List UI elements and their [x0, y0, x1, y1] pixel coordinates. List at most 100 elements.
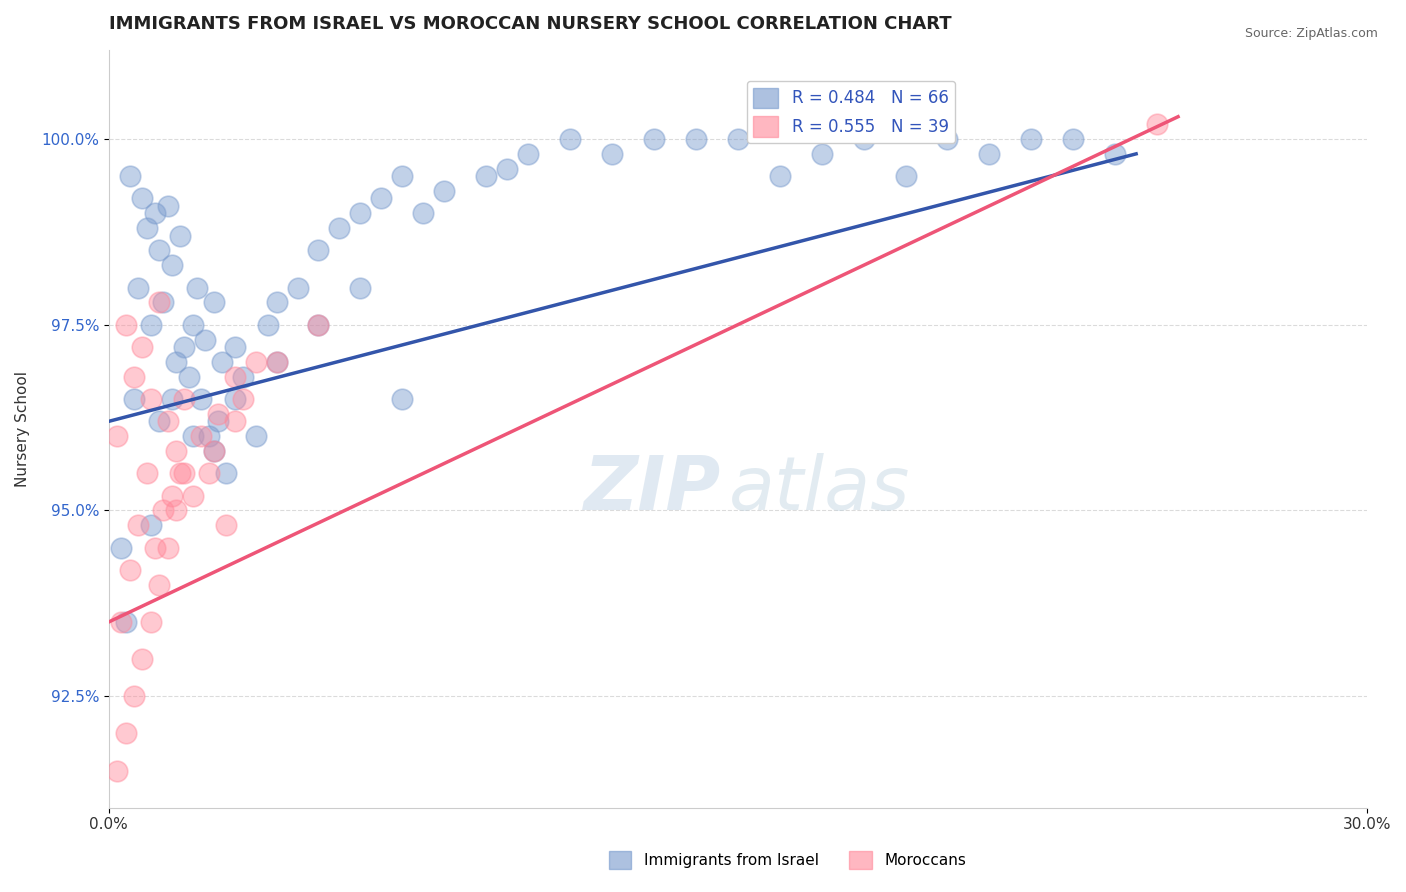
Y-axis label: Nursery School: Nursery School [15, 371, 30, 487]
Point [1021, 132, 1043, 146]
Point [177, 369, 200, 384]
Point [118, 563, 141, 577]
Point [152, 295, 174, 310]
Point [143, 541, 166, 555]
Point [224, 369, 246, 384]
Point [186, 280, 208, 294]
Point [181, 318, 204, 332]
Point [114, 615, 136, 629]
Point [202, 295, 225, 310]
Point [127, 518, 149, 533]
Point [181, 489, 204, 503]
Point [349, 206, 371, 220]
Point [148, 295, 170, 310]
Point [160, 489, 183, 503]
Point [1146, 117, 1168, 131]
Point [127, 280, 149, 294]
Point [131, 652, 153, 666]
Point [122, 369, 145, 384]
Text: IMMIGRANTS FROM ISRAEL VS MOROCCAN NURSERY SCHOOL CORRELATION CHART: IMMIGRANTS FROM ISRAEL VS MOROCCAN NURSE… [108, 15, 952, 33]
Point [224, 392, 246, 406]
Point [181, 429, 204, 443]
Point [1062, 132, 1084, 146]
Point [852, 132, 875, 146]
Point [190, 429, 212, 443]
Point [135, 221, 157, 235]
Point [173, 392, 195, 406]
Text: Source: ZipAtlas.com: Source: ZipAtlas.com [1244, 27, 1378, 40]
Point [148, 578, 170, 592]
Point [139, 392, 162, 406]
Point [475, 169, 498, 183]
Point [349, 280, 371, 294]
Point [433, 184, 456, 198]
Point [135, 467, 157, 481]
Point [156, 199, 179, 213]
Point [131, 191, 153, 205]
Point [558, 132, 581, 146]
Point [148, 244, 170, 258]
Point [173, 340, 195, 354]
Point [156, 541, 179, 555]
Point [173, 467, 195, 481]
Point [110, 615, 132, 629]
Point [328, 221, 350, 235]
Point [202, 444, 225, 458]
Point [165, 355, 187, 369]
Point [727, 132, 749, 146]
Point [308, 318, 330, 332]
Point [215, 467, 238, 481]
Point [194, 333, 217, 347]
Point [211, 355, 233, 369]
Point [224, 340, 246, 354]
Point [110, 541, 132, 555]
Point [165, 503, 187, 517]
Point [517, 146, 540, 161]
Point [257, 318, 280, 332]
Point [769, 169, 792, 183]
Point [232, 392, 254, 406]
Point [118, 169, 141, 183]
Point [207, 414, 229, 428]
Point [245, 355, 267, 369]
Point [643, 132, 665, 146]
Point [266, 355, 288, 369]
Point [810, 146, 832, 161]
Point [143, 206, 166, 220]
Legend: R = 0.484   N = 66, R = 0.555   N = 39: R = 0.484 N = 66, R = 0.555 N = 39 [747, 81, 955, 144]
Point [600, 146, 623, 161]
Point [207, 407, 229, 421]
Point [224, 414, 246, 428]
Point [198, 429, 221, 443]
Point [391, 392, 413, 406]
Point [979, 146, 1001, 161]
Point [391, 169, 413, 183]
Point [936, 132, 959, 146]
Point [165, 444, 187, 458]
Legend: Immigrants from Israel, Moroccans: Immigrants from Israel, Moroccans [602, 845, 973, 875]
Point [370, 191, 392, 205]
Point [122, 392, 145, 406]
Point [202, 444, 225, 458]
Point [160, 392, 183, 406]
Point [308, 318, 330, 332]
Point [232, 369, 254, 384]
Point [114, 726, 136, 740]
Point [122, 690, 145, 704]
Point [160, 258, 183, 272]
Text: atlas: atlas [728, 453, 910, 525]
Point [105, 429, 128, 443]
Point [308, 244, 330, 258]
Point [685, 132, 707, 146]
Point [412, 206, 434, 220]
Point [131, 340, 153, 354]
Point [266, 295, 288, 310]
Point [114, 318, 136, 332]
Point [139, 518, 162, 533]
Point [148, 414, 170, 428]
Point [190, 392, 212, 406]
Point [496, 161, 519, 176]
Text: ZIP: ZIP [583, 453, 721, 526]
Point [152, 503, 174, 517]
Point [1104, 146, 1126, 161]
